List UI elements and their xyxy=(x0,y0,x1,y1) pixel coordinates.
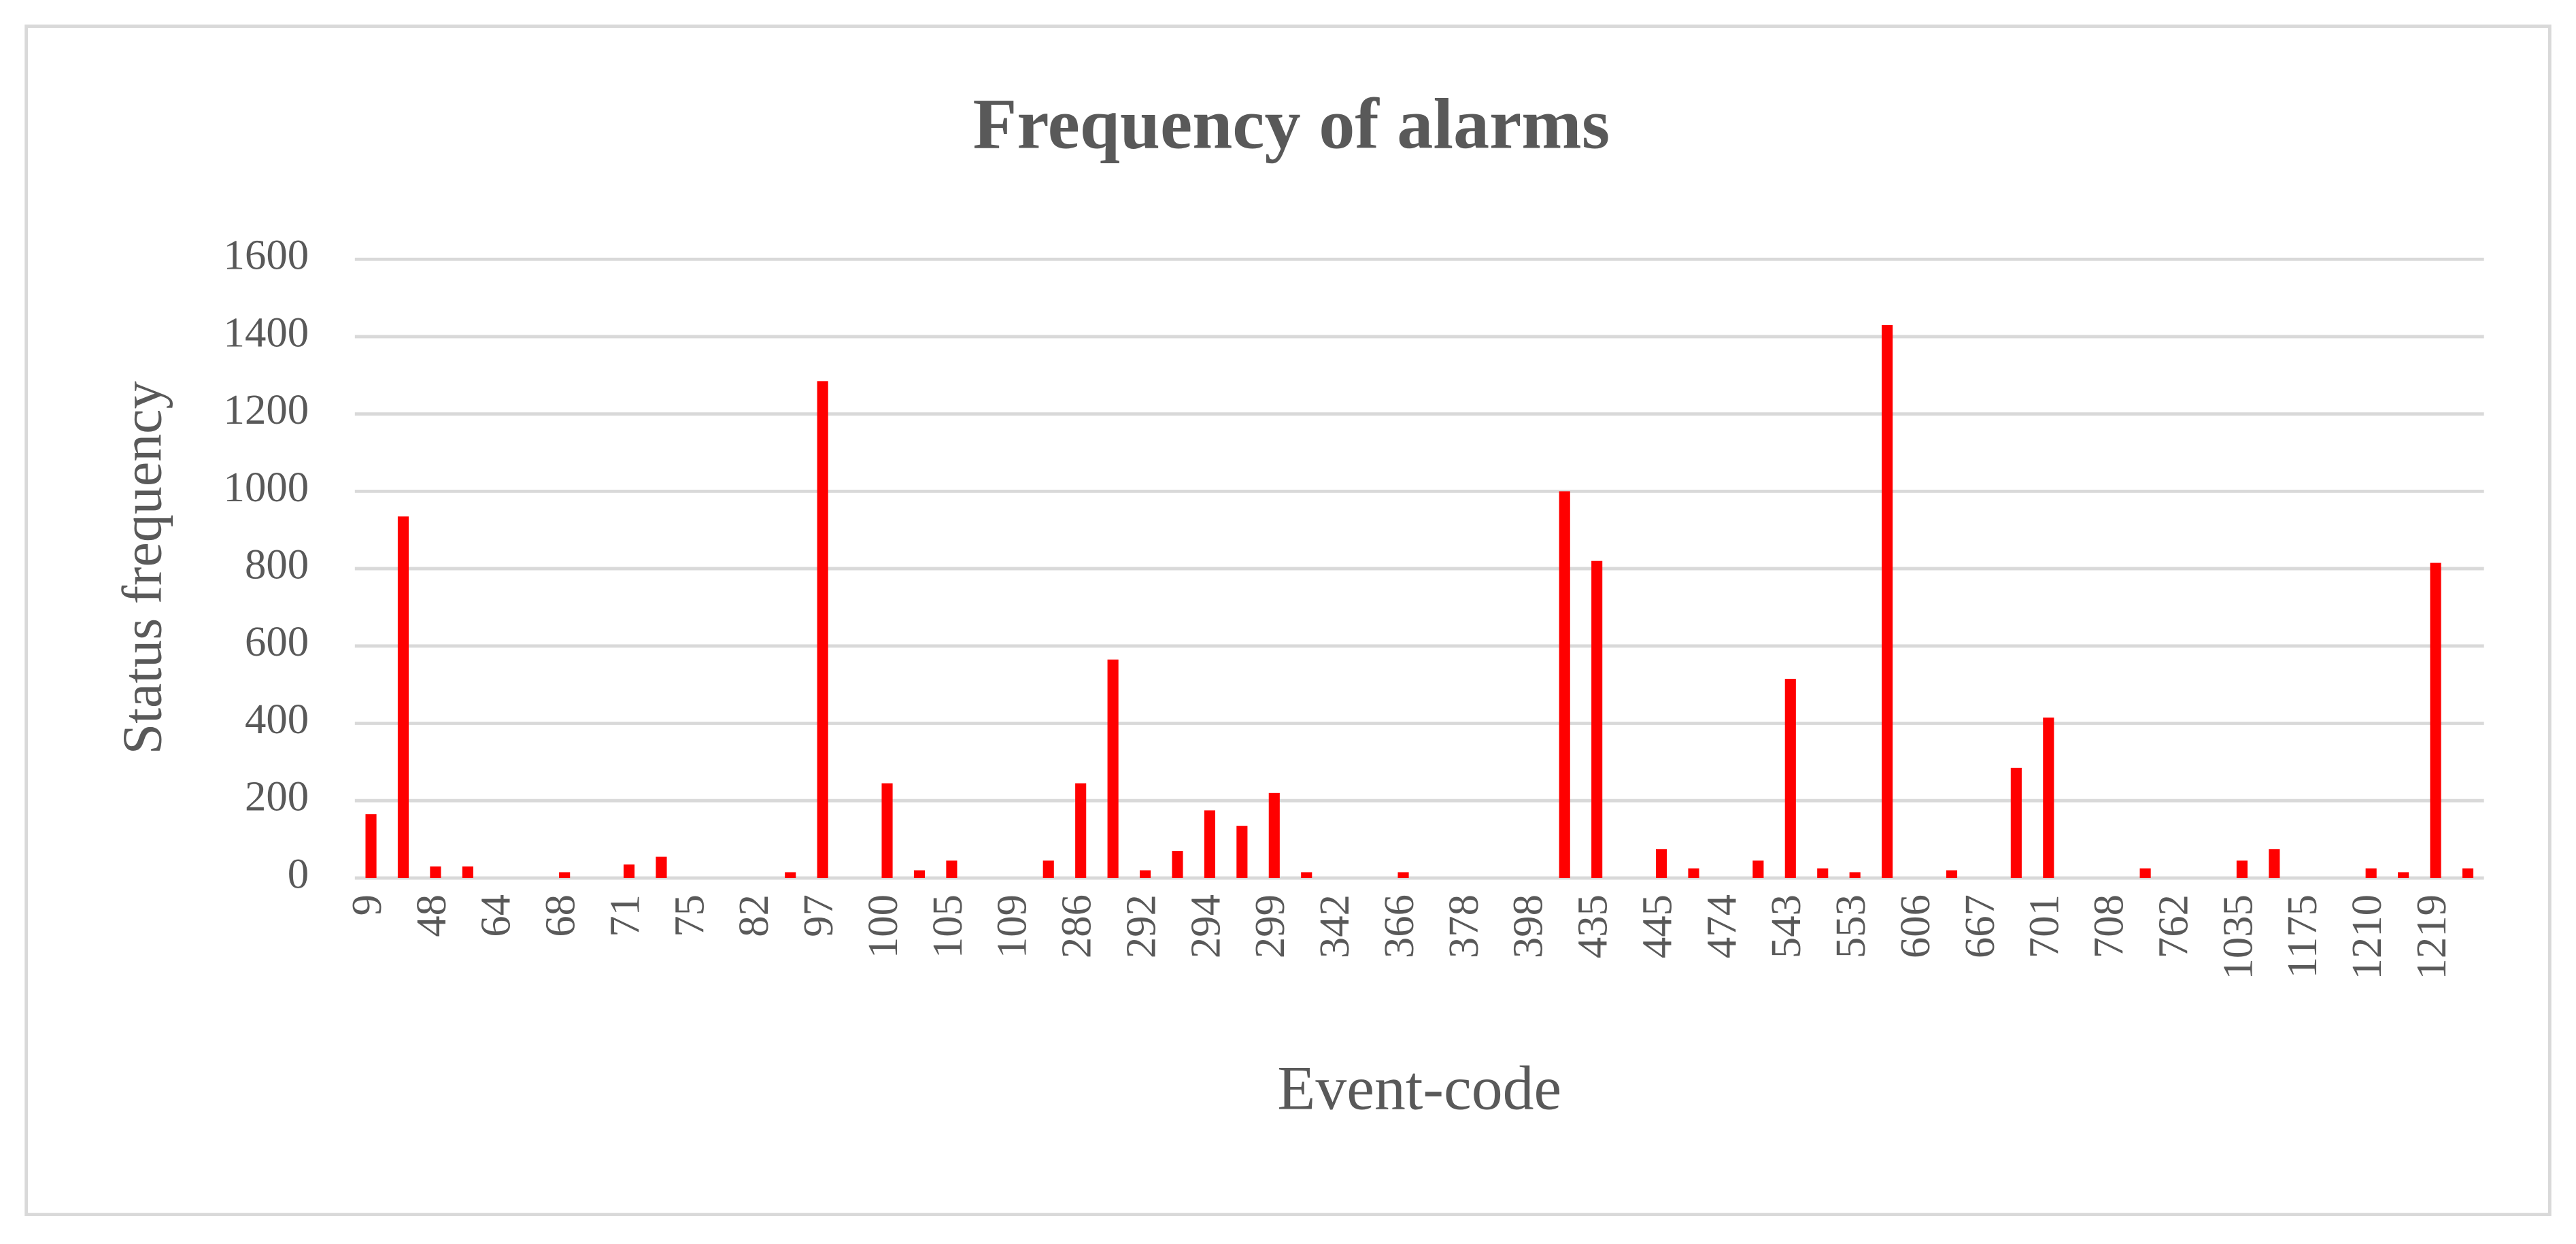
x-tick-label: 71 xyxy=(600,894,648,937)
y-axis-title: Status frequency xyxy=(111,381,173,754)
bar xyxy=(1075,783,1087,878)
bar xyxy=(365,814,377,878)
x-tick-label: 553 xyxy=(1827,894,1874,958)
bar xyxy=(559,872,571,878)
x-tick-label: 435 xyxy=(1569,894,1616,958)
bar xyxy=(881,783,893,878)
bar xyxy=(1301,872,1312,878)
bar xyxy=(623,864,635,878)
x-tick-label: 100 xyxy=(859,894,906,958)
bar xyxy=(1172,851,1183,878)
bar xyxy=(2010,767,2022,878)
x-tick-label: 82 xyxy=(730,894,777,937)
y-tick-label: 600 xyxy=(245,618,309,665)
bar xyxy=(1591,560,1603,878)
chart-title: Frequency of alarms xyxy=(972,83,1610,163)
bar xyxy=(1397,872,1409,878)
bar xyxy=(1752,860,1764,878)
bar xyxy=(2043,717,2054,878)
x-tick-label: 48 xyxy=(407,894,455,937)
bar xyxy=(2236,860,2248,878)
bar xyxy=(1236,826,1248,878)
bar xyxy=(1849,872,1861,878)
bar xyxy=(2365,868,2377,878)
bar xyxy=(2430,562,2441,878)
chart-border xyxy=(24,24,2552,1216)
y-tick-label: 1600 xyxy=(224,231,309,279)
bar xyxy=(2139,868,2151,878)
x-tick-label: 294 xyxy=(1181,894,1229,958)
x-tick-label: 378 xyxy=(1440,894,1487,958)
x-tick-label: 398 xyxy=(1504,894,1552,958)
bar xyxy=(1882,324,1893,878)
y-tick-label: 0 xyxy=(288,850,309,897)
x-tick-label: 109 xyxy=(988,894,1036,958)
x-tick-label: 1219 xyxy=(2407,894,2455,979)
bar xyxy=(1107,659,1119,878)
x-tick-label: 105 xyxy=(923,894,971,958)
y-tick-label: 800 xyxy=(245,541,309,588)
bar xyxy=(785,872,796,878)
x-tick-label: 1035 xyxy=(2214,894,2261,979)
x-tick-label: 701 xyxy=(2020,894,2068,958)
x-tick-label: 667 xyxy=(1956,894,2003,958)
x-tick-label: 762 xyxy=(2149,894,2197,958)
bar xyxy=(1043,860,1054,878)
bar xyxy=(430,866,441,878)
bar xyxy=(1559,491,1570,878)
bar xyxy=(656,856,667,878)
x-tick-label: 9 xyxy=(343,894,390,915)
bar xyxy=(2462,868,2474,878)
x-tick-label: 1210 xyxy=(2343,894,2390,979)
bar xyxy=(946,860,957,878)
x-tick-label: 366 xyxy=(1375,894,1423,958)
bar xyxy=(1946,870,1958,878)
bar xyxy=(2269,849,2280,878)
bar xyxy=(913,870,926,878)
bar xyxy=(1817,868,1829,878)
x-tick-label: 342 xyxy=(1310,894,1358,958)
x-tick-label: 606 xyxy=(1891,894,1939,958)
x-tick-label: 75 xyxy=(665,894,713,937)
bar xyxy=(462,866,473,878)
x-tick-label: 286 xyxy=(1053,894,1100,958)
x-tick-label: 64 xyxy=(472,894,520,937)
y-tick-label: 200 xyxy=(245,773,309,820)
x-tick-label: 97 xyxy=(794,894,842,937)
x-tick-label: 474 xyxy=(1697,894,1745,958)
bar xyxy=(397,516,409,878)
bar xyxy=(817,381,828,878)
x-tick-label: 299 xyxy=(1246,894,1293,958)
bar xyxy=(1204,810,1215,878)
x-tick-label: 708 xyxy=(2085,894,2133,958)
bar xyxy=(2398,872,2409,878)
y-tick-label: 400 xyxy=(245,695,309,743)
x-tick-label: 445 xyxy=(1633,894,1680,958)
x-tick-label: 543 xyxy=(1762,894,1810,958)
x-tick-label: 292 xyxy=(1117,894,1164,958)
y-tick-label: 1400 xyxy=(224,308,309,356)
bar xyxy=(1655,849,1667,878)
x-tick-label: 68 xyxy=(537,894,584,937)
bar xyxy=(1268,792,1280,878)
bar xyxy=(1784,679,1796,878)
y-tick-label: 1000 xyxy=(224,463,309,511)
bar xyxy=(1688,868,1699,878)
y-tick-label: 1200 xyxy=(224,386,309,433)
bar xyxy=(1139,870,1151,878)
x-axis-title: Event-code xyxy=(1277,1054,1561,1123)
x-tick-label: 1175 xyxy=(2278,894,2326,978)
